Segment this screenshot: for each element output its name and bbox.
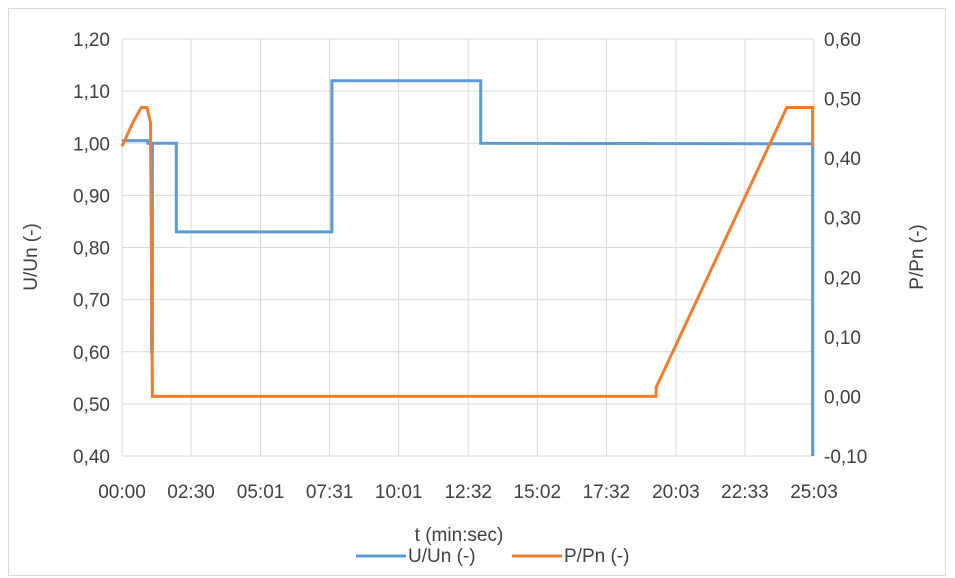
y2-tick-label: 0,10 — [824, 328, 861, 349]
x-tick-label: 10:01 — [375, 482, 423, 503]
legend: U/Un (-) P/Pn (-) — [356, 546, 629, 567]
y-tick-label: 0,70 — [73, 291, 110, 312]
x-axis-title: t (min:sec) — [415, 525, 504, 546]
x-tick-label: 07:31 — [306, 482, 354, 503]
x-tick-label: 12:32 — [444, 482, 492, 503]
x-tick-label: 20:03 — [652, 482, 700, 503]
x-tick-labels: 00:00 02:30 05:01 07:31 10:01 12:32 15:02 17:32… — [98, 482, 838, 503]
y-tick-label: 1,20 — [73, 30, 110, 51]
grid-layer — [121, 38, 815, 457]
x-tick-label: 00:00 — [98, 482, 146, 503]
y2-tick-label: -0,10 — [824, 447, 867, 468]
y-tick-label: 0,60 — [73, 343, 110, 364]
y2-tick-labels: -0,10 0,00 0,10 0,20 0,30 0,40 0,50 0,60 — [824, 30, 867, 468]
y-tick-label: 0,40 — [73, 447, 110, 468]
x-tick-label: 05:01 — [237, 482, 285, 503]
y2-tick-label: 0,60 — [824, 30, 861, 51]
x-tick-label: 22:33 — [721, 482, 769, 503]
series-line-p-pn — [120, 106, 815, 398]
legend-label-p-pn: P/Pn (-) — [564, 546, 629, 567]
series-layer — [120, 79, 815, 456]
chart-svg: 0,40 0,50 0,60 0,70 0,80 0,90 1,00 1,10 1,20 -0,… — [21, 30, 928, 567]
y-tick-label: 0,80 — [73, 239, 110, 260]
x-tick-label: 25:03 — [790, 482, 838, 503]
y-axis-title: U/Un (-) — [21, 223, 42, 291]
x-tick-label: 17:32 — [583, 482, 631, 503]
y2-tick-label: 0,20 — [824, 268, 861, 289]
chart-frame: 0,40 0,50 0,60 0,70 0,80 0,90 1,00 1,10 1,20 -0,… — [8, 8, 946, 576]
y-tick-label: 0,50 — [73, 395, 110, 416]
legend-label-u-un: U/Un (-) — [408, 546, 476, 567]
y-tick-label: 1,10 — [73, 82, 110, 103]
x-tick-label: 15:02 — [514, 482, 562, 503]
y-tick-label: 0,90 — [73, 186, 110, 207]
y2-tick-label: 0,30 — [824, 209, 861, 230]
y-tick-labels: 0,40 0,50 0,60 0,70 0,80 0,90 1,00 1,10 1,20 — [73, 30, 110, 468]
series-line-u-un — [122, 79, 815, 456]
y2-tick-label: 0,50 — [824, 90, 861, 111]
x-tick-label: 02:30 — [167, 482, 215, 503]
y2-axis-title: P/Pn (-) — [907, 224, 928, 289]
y-tick-label: 1,00 — [73, 134, 110, 155]
y2-tick-label: 0,00 — [824, 387, 861, 408]
y2-tick-label: 0,40 — [824, 149, 861, 170]
